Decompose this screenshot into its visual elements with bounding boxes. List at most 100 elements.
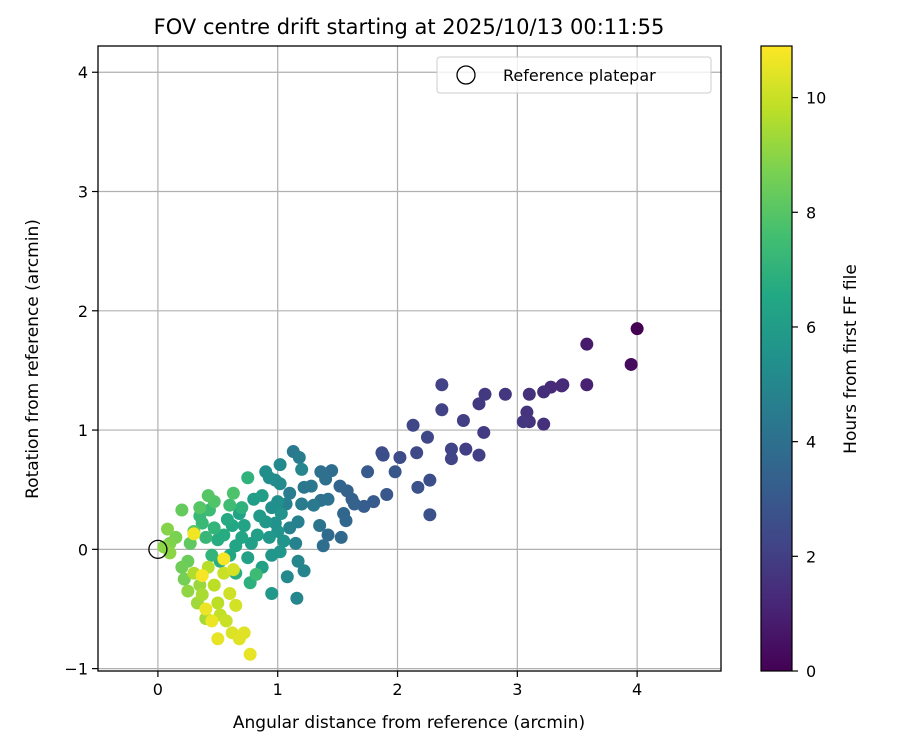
x-tick-label: 0 [153,680,163,699]
legend-marker-circle [456,65,476,85]
colorbar-tick-label: 8 [806,203,816,222]
data-point [630,322,644,336]
data-point [411,480,425,494]
data-point [175,503,189,517]
x-tick-label: 3 [512,680,522,699]
data-point [472,448,486,462]
colorbar-tick-label: 4 [806,433,816,452]
colorbar-label: Hours from first FF file [841,264,861,454]
data-point [423,508,437,522]
data-point [367,495,381,509]
data-point [273,458,287,472]
data-point [516,415,530,429]
data-point [478,387,492,401]
data-point [253,509,267,523]
data-point [283,521,297,535]
data-point [339,514,353,528]
data-point [193,501,207,515]
data-point [283,486,297,500]
data-point [444,442,458,456]
legend-box [436,56,712,94]
y-tick-label: 0 [78,540,88,559]
data-point [580,337,594,351]
data-point [297,564,311,578]
colorbar-tick-label: 0 [806,662,816,681]
data-point [472,397,486,411]
data-point [274,507,288,521]
data-point [205,614,219,628]
legend-label: Reference platepar [503,66,656,85]
data-point [241,471,255,485]
data-point [376,448,390,462]
data-point [423,473,437,487]
data-point [347,497,361,511]
data-point [555,379,569,393]
data-point [410,446,424,460]
data-point [195,569,209,583]
data-point [235,501,249,515]
data-point [237,518,251,532]
colorbar-ticks: 0 2 4 6 8 10 [792,89,826,681]
data-point [187,527,201,541]
data-point [241,551,255,565]
data-point [207,578,221,592]
reference-marker [148,539,168,559]
data-point [226,486,240,500]
data-point [237,626,251,640]
data-point [229,598,243,612]
data-point [580,378,594,392]
y-tick-label: 1 [78,421,88,440]
colorbar-tick-label: 10 [806,89,826,108]
data-point [199,530,213,544]
data-point [199,602,213,616]
data-point [388,465,402,479]
data-point [181,584,195,598]
data-point [393,450,407,464]
data-point [307,498,321,512]
data-point [522,387,536,401]
y-axis-label: Rotation from reference (arcmin) [23,219,43,499]
data-point [223,498,237,512]
y-tick-label: −1 [64,660,88,679]
data-point [435,378,449,392]
data-point [459,442,473,456]
data-point [259,465,273,479]
data-point [444,452,458,466]
data-point [456,414,470,428]
data-point [211,632,225,646]
data-point [229,539,243,553]
data-point [435,403,449,417]
data-point [291,554,305,568]
data-point [265,586,279,600]
data-point [406,418,420,432]
data-point [314,465,328,479]
data-point [624,357,638,371]
data-point [295,462,309,476]
y-tick-label: 3 [78,183,88,202]
data-point [211,533,225,547]
data-point [316,539,330,553]
data-point [177,572,191,586]
x-axis-ticks: 0 1 2 3 4 [153,671,642,699]
data-point [277,534,291,548]
data-point [205,548,219,562]
data-point [265,548,279,562]
data-point [175,560,189,574]
data-point [160,522,174,536]
colorbar-tick-label: 6 [806,318,816,337]
data-point [262,530,276,544]
data-point [247,492,261,506]
data-point [219,614,233,628]
data-point [295,497,309,511]
legend: Reference platepar [436,56,712,94]
data-point [243,647,257,661]
colorbar-tick-label: 2 [806,547,816,566]
data-point [537,385,551,399]
data-point [297,480,311,494]
x-tick-label: 1 [273,680,283,699]
y-tick-label: 4 [78,63,88,82]
data-point [321,528,335,542]
data-point [244,536,258,550]
data-point [292,450,306,464]
